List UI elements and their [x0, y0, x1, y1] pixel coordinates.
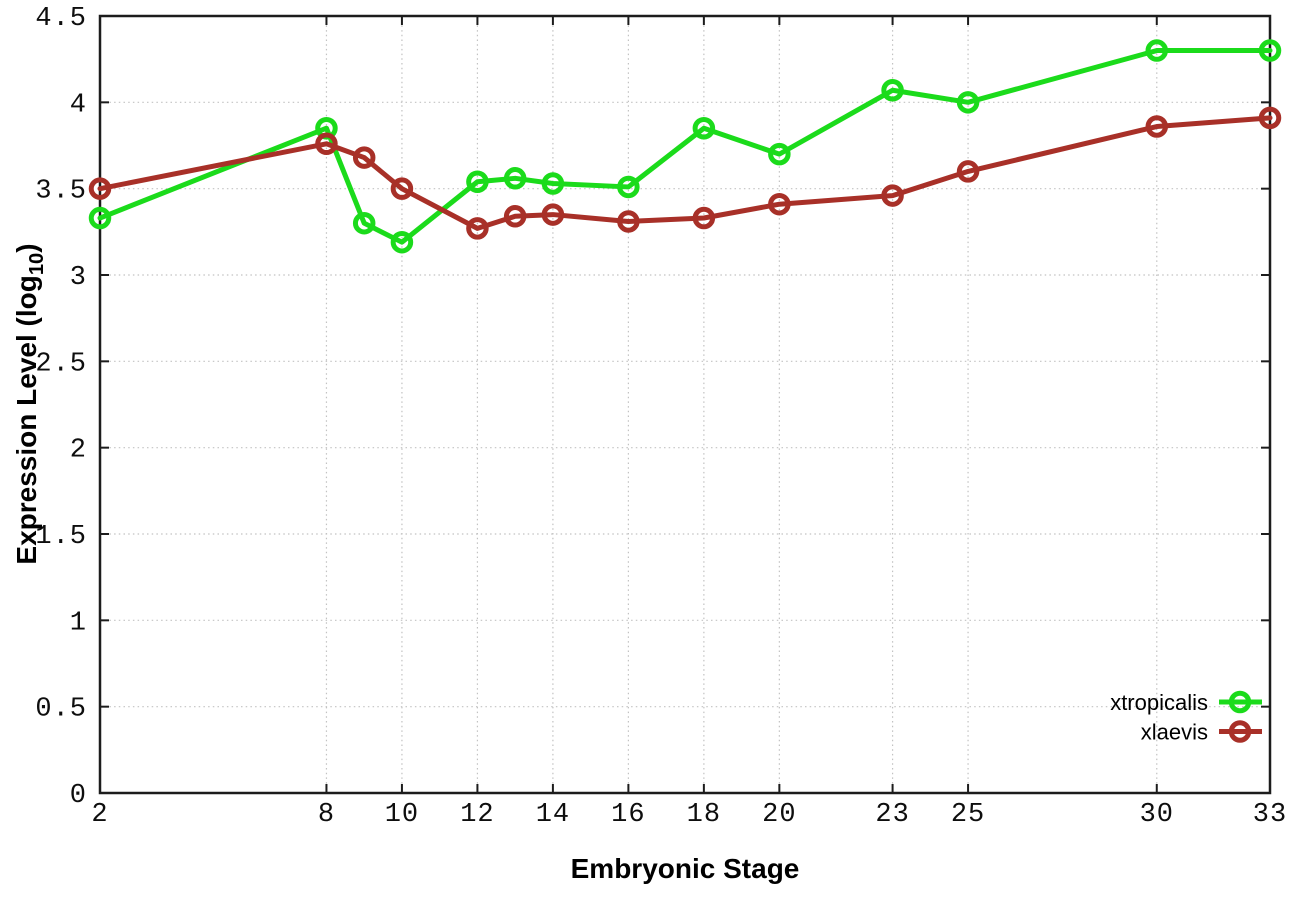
data-point-xtropicalis-stage-23 [881, 78, 904, 102]
x-tick-label: 8 [318, 800, 335, 830]
data-point-xtropicalis-stage-14 [541, 172, 565, 195]
series-line-xtropicalis [97, 48, 1273, 245]
data-point-xtropicalis-stage-13 [503, 167, 527, 190]
plot-border [98, 14, 1272, 795]
data-point-xlaevis-stage-23 [881, 184, 904, 207]
data-point-xtropicalis-stage-10 [390, 230, 414, 254]
x-tick-label: 33 [1253, 800, 1287, 830]
data-point-xlaevis-stage-10 [390, 177, 414, 200]
data-point-xlaevis-stage-13 [503, 205, 527, 228]
x-tick-label: 16 [611, 800, 645, 830]
x-tick-label: 25 [951, 800, 985, 830]
y-tick-label: 3 [70, 263, 87, 293]
data-point-xlaevis-stage-18 [692, 206, 716, 230]
x-tick-label: 20 [762, 800, 796, 830]
x-tick-label: 18 [687, 800, 721, 830]
data-point-xlaevis-stage-8 [315, 132, 338, 156]
y-axis-title-subscript: 10 [25, 252, 48, 276]
y-tick-label: 2.5 [35, 349, 87, 379]
data-point-xtropicalis-stage-33 [1258, 39, 1282, 62]
y-tick-label: 4.5 [35, 4, 87, 34]
legend-label-xlaevis: xlaevis [1141, 720, 1208, 745]
data-point-xlaevis-stage-33 [1258, 106, 1282, 130]
y-axis-title-close: ) [11, 243, 43, 253]
y-tick-label: 0.5 [35, 695, 87, 725]
data-point-xtropicalis-stage-20 [768, 142, 791, 166]
legend-marker-icon-xlaevis [1228, 720, 1252, 743]
x-tick-label: 12 [460, 800, 494, 830]
y-tick-label: 4 [70, 90, 87, 120]
y-tick-label: 3.5 [35, 177, 87, 207]
data-point-xlaevis-stage-14 [541, 203, 565, 226]
data-point-xtropicalis-stage-12 [466, 170, 489, 194]
y-tick-label: 1 [70, 608, 87, 638]
data-point-xtropicalis-stage-16 [617, 175, 640, 199]
y-tick-label: 1.5 [35, 522, 87, 552]
data-point-xtropicalis-stage-25 [956, 91, 980, 114]
x-tick-label: 23 [875, 800, 909, 830]
legend-marker-icon-xtropicalis [1228, 690, 1252, 714]
data-point-xtropicalis-stage-30 [1145, 39, 1169, 62]
data-point-xtropicalis-stage-2 [88, 206, 112, 230]
data-point-xlaevis-stage-25 [956, 160, 980, 183]
x-tick-label: 10 [385, 800, 419, 830]
data-point-xlaevis-stage-12 [466, 217, 489, 240]
legend-label-xtropicalis: xtropicalis [1110, 690, 1208, 715]
data-point-xlaevis-stage-20 [768, 192, 791, 216]
data-point-xlaevis-stage-9 [352, 146, 376, 169]
x-axis-title: Embryonic Stage [570, 853, 800, 884]
data-point-xlaevis-stage-16 [617, 210, 640, 233]
data-point-xlaevis-stage-30 [1145, 115, 1169, 138]
x-tick-label: 14 [536, 800, 570, 830]
x-tick-label: 30 [1140, 800, 1174, 830]
y-tick-label: 2 [70, 436, 87, 466]
y-tick-label: 0 [70, 781, 87, 811]
data-point-xtropicalis-stage-9 [352, 211, 376, 235]
x-tick-label: 2 [91, 800, 108, 830]
data-point-xtropicalis-stage-18 [692, 116, 716, 140]
y-axis-title-text: Expression Level (log [11, 275, 43, 565]
y-axis-title: Expression Level (log10) [11, 243, 49, 564]
series-line-xlaevis [97, 115, 1273, 231]
data-point-xlaevis-stage-2 [88, 177, 112, 200]
